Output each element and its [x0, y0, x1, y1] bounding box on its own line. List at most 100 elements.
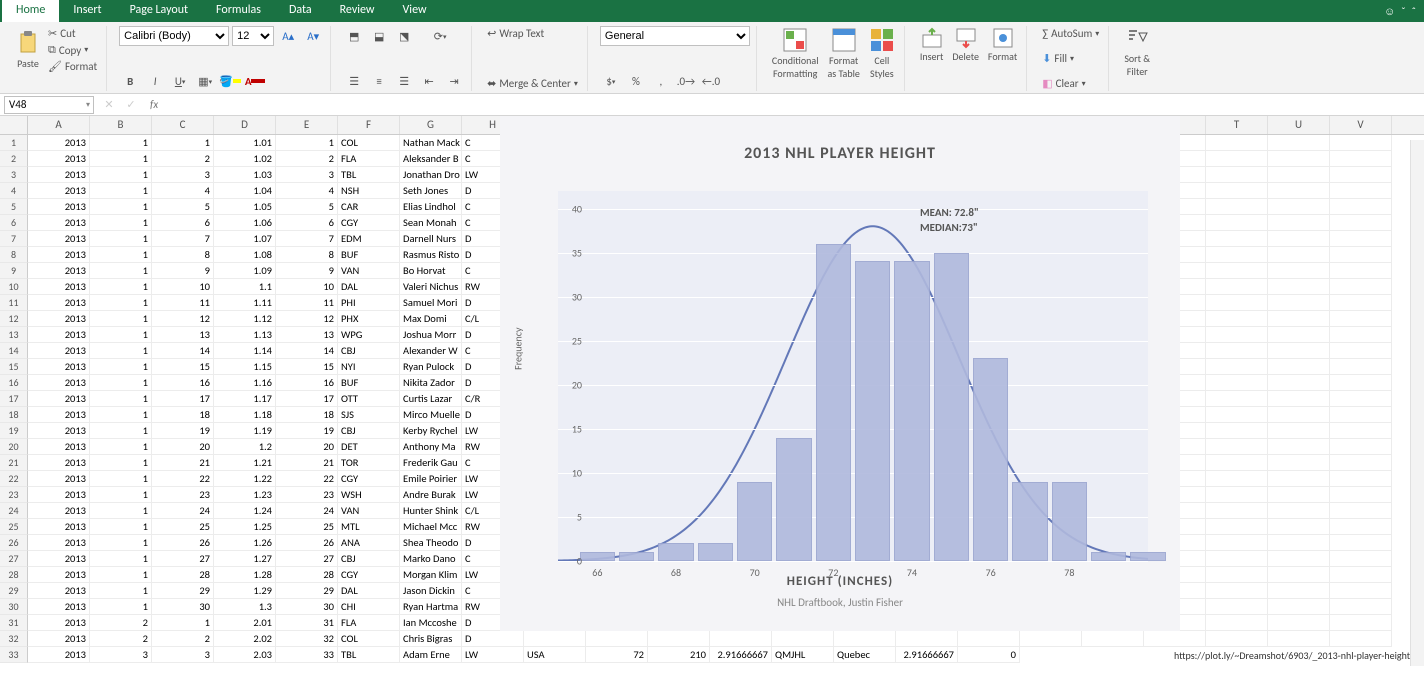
format-table-button[interactable]: Format as Table	[824, 26, 862, 81]
cell[interactable]: 21	[152, 455, 214, 471]
cell[interactable]: 23	[152, 487, 214, 503]
cell[interactable]	[1082, 631, 1144, 647]
cell[interactable]: 2013	[28, 263, 90, 279]
cell[interactable]	[648, 631, 710, 647]
cell[interactable]: 3	[152, 167, 214, 183]
cell[interactable]	[1268, 567, 1330, 583]
cell[interactable]: 1	[90, 503, 152, 519]
tab-insert[interactable]: Insert	[59, 0, 115, 22]
cell[interactable]: 21	[276, 455, 338, 471]
formula-input[interactable]	[166, 96, 1424, 114]
cell[interactable]: Joshua Morr	[400, 327, 462, 343]
cell[interactable]: 6	[152, 215, 214, 231]
delete-cells-button[interactable]: Delete	[949, 26, 982, 64]
cell[interactable]: COL	[338, 135, 400, 151]
cell[interactable]: 1	[90, 567, 152, 583]
cell[interactable]: Seth Jones	[400, 183, 462, 199]
cell[interactable]: 1	[152, 615, 214, 631]
cell[interactable]: 2.91666667	[896, 647, 958, 663]
cell[interactable]: 2013	[28, 199, 90, 215]
cell[interactable]: Ian Mccoshe	[400, 615, 462, 631]
cell[interactable]	[1330, 519, 1392, 535]
cell[interactable]: 25	[276, 519, 338, 535]
fx-cancel-icon[interactable]: ✕	[98, 95, 120, 115]
align-right-icon[interactable]: ☰	[393, 71, 415, 91]
underline-icon[interactable]: U▾	[169, 71, 191, 91]
cell[interactable]: 2013	[28, 407, 90, 423]
cell[interactable]	[1206, 567, 1268, 583]
cell[interactable]	[1206, 599, 1268, 615]
cell[interactable]: 5	[152, 199, 214, 215]
cell[interactable]: 2013	[28, 375, 90, 391]
cell[interactable]: 30	[152, 599, 214, 615]
cell[interactable]: 1.13	[214, 327, 276, 343]
cell[interactable]	[1330, 407, 1392, 423]
cell[interactable]	[1330, 359, 1392, 375]
cell[interactable]	[1330, 631, 1392, 647]
align-top-icon[interactable]: ⬒	[343, 26, 365, 46]
cell[interactable]: 6	[276, 215, 338, 231]
cell[interactable]: CBJ	[338, 423, 400, 439]
format-painter-button[interactable]: 🖌Format	[45, 59, 100, 74]
cell[interactable]	[1206, 135, 1268, 151]
cell[interactable]: 19	[276, 423, 338, 439]
align-left-icon[interactable]: ☰	[343, 71, 365, 91]
row-header[interactable]: 13	[0, 327, 28, 343]
row-header[interactable]: 32	[0, 631, 28, 647]
cell[interactable]: 29	[152, 583, 214, 599]
cell[interactable]: CBJ	[338, 343, 400, 359]
cell[interactable]: 1.15	[214, 359, 276, 375]
cell[interactable]: 1	[276, 135, 338, 151]
decrease-font-icon[interactable]: A▾	[302, 26, 324, 46]
cell[interactable]: 72	[586, 647, 648, 663]
row-header[interactable]: 10	[0, 279, 28, 295]
cell[interactable]	[1268, 199, 1330, 215]
row-header[interactable]: 26	[0, 535, 28, 551]
cell[interactable]	[1268, 359, 1330, 375]
row-header[interactable]: 14	[0, 343, 28, 359]
cell[interactable]: 12	[276, 311, 338, 327]
cell[interactable]	[1206, 199, 1268, 215]
cell[interactable]	[1330, 215, 1392, 231]
cell[interactable]	[1268, 583, 1330, 599]
cell[interactable]	[958, 631, 1020, 647]
row-header[interactable]: 9	[0, 263, 28, 279]
cell[interactable]: 27	[276, 551, 338, 567]
cell[interactable]: 2013	[28, 391, 90, 407]
cell[interactable]: 1	[90, 231, 152, 247]
cell[interactable]: 2013	[28, 311, 90, 327]
cell[interactable]	[1268, 263, 1330, 279]
tab-data[interactable]: Data	[275, 0, 326, 22]
cell[interactable]	[1330, 471, 1392, 487]
cell[interactable]: 9	[276, 263, 338, 279]
cell[interactable]: SJS	[338, 407, 400, 423]
cell[interactable]: 13	[276, 327, 338, 343]
row-header[interactable]: 20	[0, 439, 28, 455]
cell[interactable]: Frederik Gau	[400, 455, 462, 471]
cell[interactable]: 2	[152, 631, 214, 647]
cell[interactable]: 1	[90, 519, 152, 535]
cell[interactable]	[1268, 391, 1330, 407]
cell[interactable]: 4	[276, 183, 338, 199]
cell[interactable]: Ryan Pulock	[400, 359, 462, 375]
cell[interactable]: 1	[152, 135, 214, 151]
cell[interactable]: 1	[90, 423, 152, 439]
cell[interactable]: Jonathan Dro	[400, 167, 462, 183]
cell[interactable]: 2013	[28, 359, 90, 375]
spreadsheet-grid[interactable]: ABCDEFGHIJKLMNOPQRSTUV 12013111.011COLNa…	[0, 116, 1424, 664]
cell[interactable]: 22	[276, 471, 338, 487]
cell[interactable]	[1206, 263, 1268, 279]
cell[interactable]: 15	[276, 359, 338, 375]
cell[interactable]: Adam Erne	[400, 647, 462, 663]
cell[interactable]: 1.11	[214, 295, 276, 311]
cell[interactable]: 12	[152, 311, 214, 327]
row-header[interactable]: 8	[0, 247, 28, 263]
cell[interactable]: 24	[152, 503, 214, 519]
italic-icon[interactable]: I	[144, 71, 166, 91]
cell[interactable]: PHI	[338, 295, 400, 311]
cell[interactable]: 1.24	[214, 503, 276, 519]
cell[interactable]: 1	[90, 327, 152, 343]
cell[interactable]: 3	[152, 647, 214, 663]
cell[interactable]: ANA	[338, 535, 400, 551]
cell[interactable]	[1268, 135, 1330, 151]
